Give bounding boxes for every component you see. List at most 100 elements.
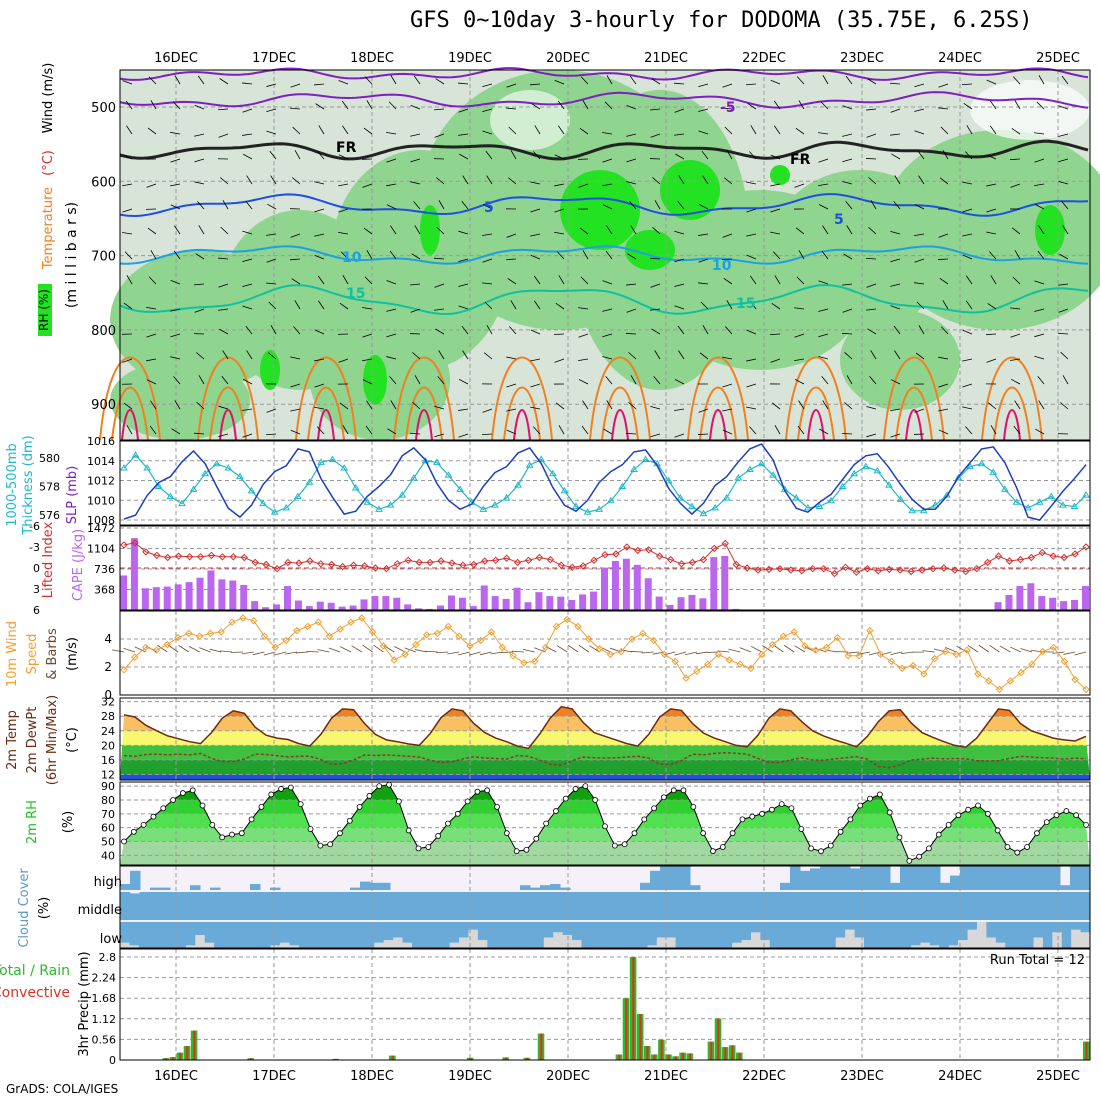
wind-barb (390, 400, 397, 410)
wind-barb (434, 308, 445, 311)
wind-speed-point (498, 643, 507, 652)
thickness-point (1070, 502, 1079, 509)
precip-tick-label: 1.68 (92, 992, 117, 1005)
wind-barb (894, 175, 901, 185)
wind-barb-10m (1063, 651, 1076, 655)
cloud-middle-cell (727, 892, 738, 920)
cape-bar (1071, 599, 1079, 610)
slp-tick-label: 1010 (87, 494, 115, 507)
cloud-low-cell (459, 922, 469, 938)
wind-barb (867, 328, 877, 335)
cloud-high-cell (660, 866, 671, 890)
cloud-middle-cell (688, 892, 699, 920)
wind-barb (938, 383, 949, 388)
lifted-index-point (612, 550, 620, 558)
cloud-low-cell (393, 922, 404, 938)
minmax-label: (6hr Min/Max) (45, 695, 60, 785)
cloud-low-cell (1071, 922, 1082, 930)
wind-barb (798, 400, 805, 410)
cloud-high-cell (1070, 866, 1081, 890)
wind-barb (774, 275, 781, 285)
wind-barb (870, 200, 877, 210)
wind-barb (629, 201, 637, 210)
cloud-low-cell (920, 922, 931, 943)
thickness-point (1012, 498, 1021, 505)
wind-speed-point (444, 622, 452, 631)
thickness-point (491, 501, 499, 508)
thickness-point (525, 461, 534, 468)
wind-barb (342, 125, 349, 135)
wind-barb (318, 125, 325, 135)
lifted-index-point (710, 544, 719, 553)
precip-convective-bar (526, 1057, 529, 1060)
wind-barb (773, 100, 781, 110)
wind-barb (317, 275, 325, 285)
wind-barb (818, 132, 829, 135)
wind-barb (914, 108, 925, 112)
wind-barb (438, 200, 445, 210)
cloud-middle-cell (776, 892, 787, 920)
cloud-low-cell (402, 922, 413, 943)
wind-tick-label: 4 (104, 632, 112, 646)
cloud-low-cell (939, 922, 950, 948)
wind-barb-10m (328, 647, 341, 653)
rh-2m-point (553, 808, 559, 814)
wind-barb (558, 425, 565, 435)
lifted-index-point (819, 564, 828, 573)
wind-barb (726, 150, 733, 160)
wind-barb (700, 301, 709, 310)
wind-barb-10m (306, 650, 319, 653)
precip-tick-label: 1.12 (92, 1013, 117, 1026)
cloud-high-cell (520, 885, 531, 890)
wind-barb (746, 383, 757, 388)
rh-2m-point (886, 809, 893, 816)
cloud-low-cell (157, 922, 168, 948)
temp-contour-30 (513, 409, 531, 441)
lifted-index-point (962, 567, 970, 576)
wind-speed-point (271, 643, 280, 652)
wind-barb (987, 303, 997, 310)
rh-2m-point (474, 788, 481, 795)
wind-barb (510, 300, 517, 310)
wind-panel (112, 611, 1090, 696)
wind-barb (794, 333, 805, 338)
wind-barb-10m (362, 644, 373, 653)
wind-barb (702, 325, 709, 335)
wind-barb (267, 203, 277, 210)
wind-barb-10m (167, 644, 179, 653)
cloud-high-cell (560, 887, 571, 890)
wind-barb-10m (134, 646, 146, 653)
wind-barb (266, 130, 277, 135)
precip-convective-bar (193, 1030, 196, 1060)
wind-barb (461, 325, 469, 335)
temp-contour-25 (111, 386, 149, 441)
wind-barb-10m (1052, 651, 1065, 654)
wind-barb (530, 181, 541, 185)
wind-barb (339, 302, 349, 310)
wind-barb (486, 325, 493, 335)
wind-barb-10m (252, 651, 265, 656)
cape-bar (426, 608, 434, 610)
wind-barb (794, 358, 805, 361)
wind-barb (769, 333, 781, 335)
wind-barb (699, 352, 709, 360)
wind-barb (174, 225, 181, 235)
wind-barb (722, 107, 733, 110)
thickness-point (1035, 498, 1044, 505)
thickness-point (676, 493, 685, 501)
cloud-low-clear-cell (732, 942, 743, 948)
wind-speed-point (952, 650, 960, 659)
temp-contour-20 (491, 356, 553, 441)
wind-barb (914, 83, 925, 88)
thickness-point (734, 474, 743, 481)
wind-barb (172, 101, 181, 110)
wind-barb (482, 282, 493, 285)
wind-barb (386, 132, 397, 135)
temp-contour-25 (209, 386, 247, 441)
cape-bar (327, 602, 335, 610)
wind-barb (458, 108, 469, 113)
wind-barb (555, 302, 565, 310)
wind-barb (173, 250, 181, 260)
wind-barb (650, 406, 661, 410)
wind-speed-point (693, 667, 701, 675)
